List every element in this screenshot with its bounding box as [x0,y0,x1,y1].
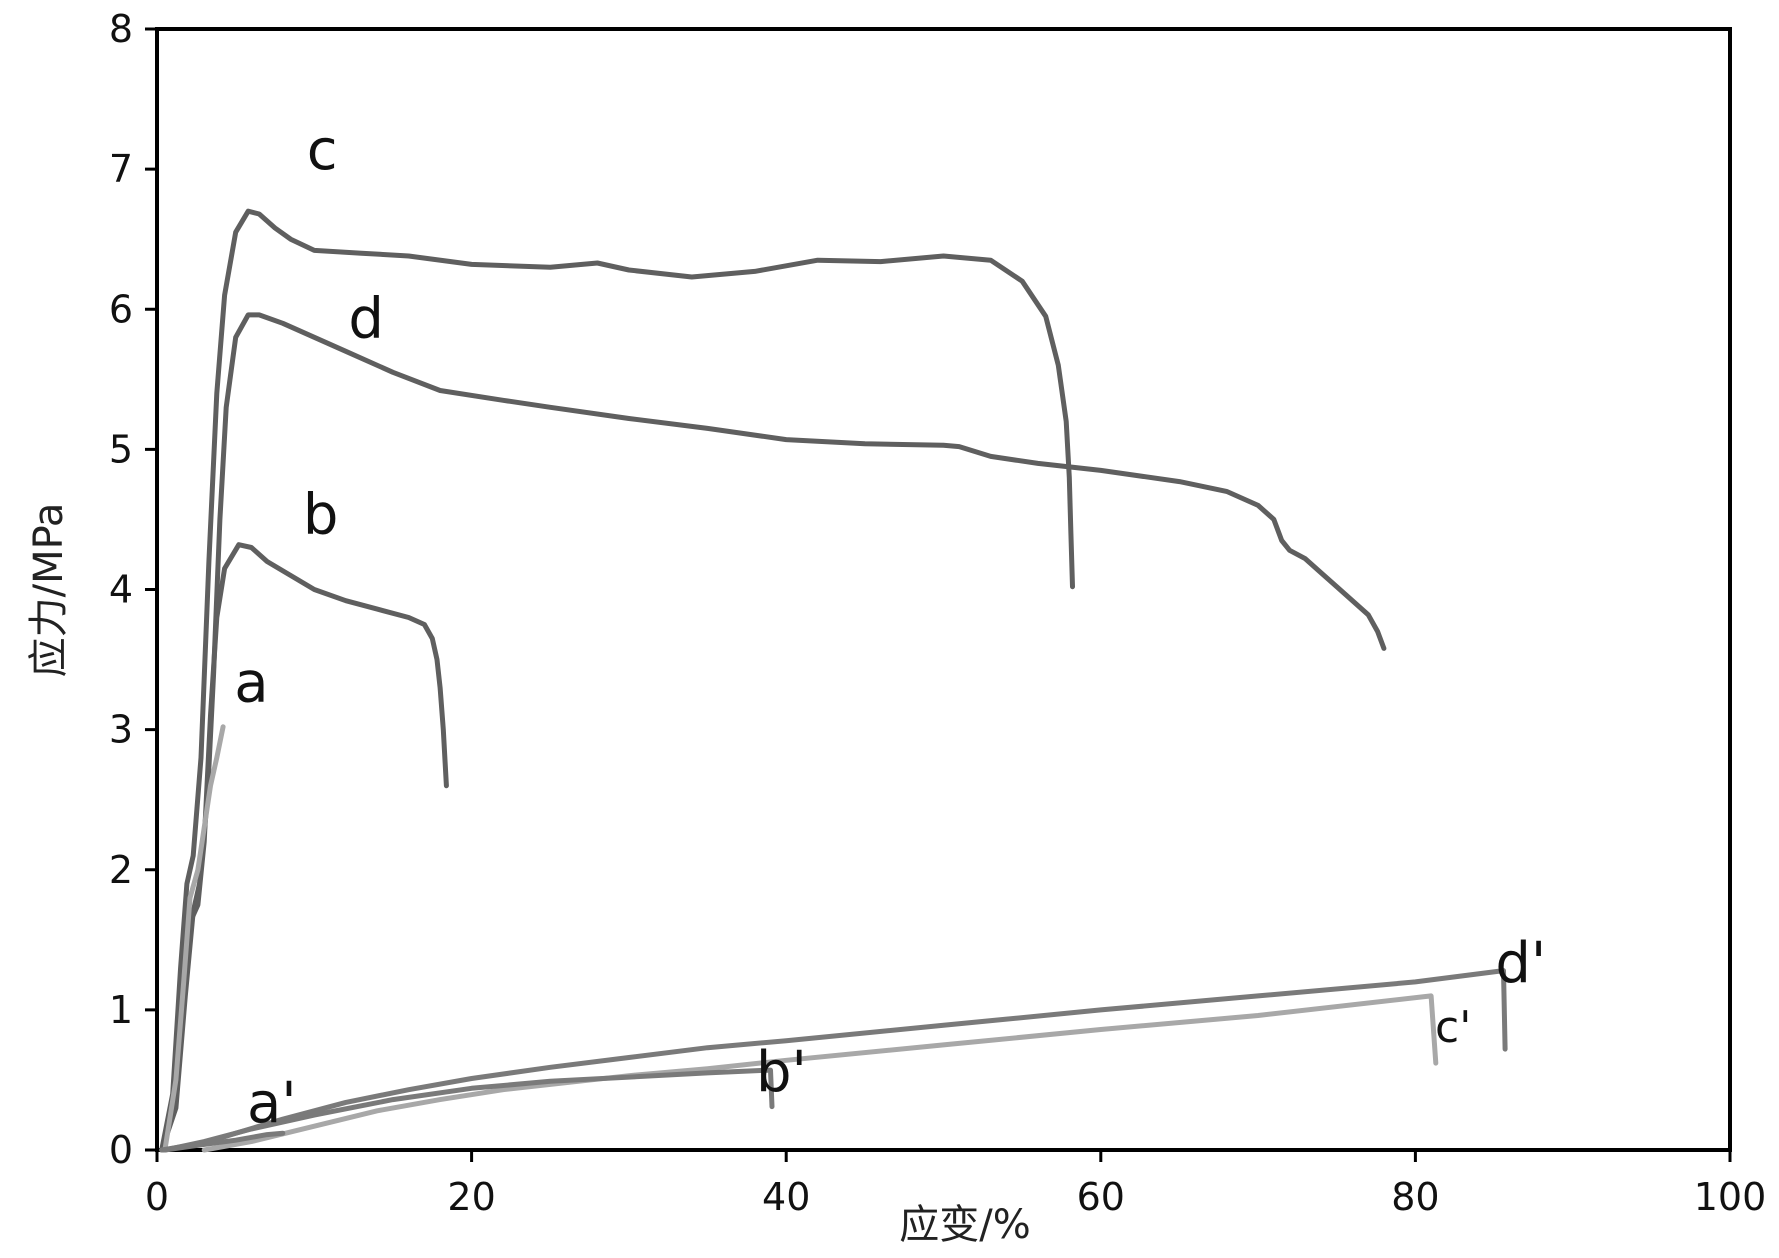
curve-label-b-prime: b' [756,1040,807,1105]
series-line-a-prime [162,1130,286,1153]
x-ticks: 0 20 40 60 80 100 [145,1150,1766,1219]
series-line-c [159,208,1075,1153]
series-group [159,208,1508,1153]
curve-label-d: d [348,286,384,351]
series-line-d [159,312,1387,1153]
series-line-b-prime [162,1067,775,1153]
y-tick-label: 1 [109,988,133,1032]
y-ticks: 0 1 2 3 4 5 6 7 8 [109,7,157,1172]
y-tick-label: 3 [109,708,133,752]
curve-label-d-prime: d' [1495,931,1546,996]
y-tick-label: 5 [109,427,133,471]
series-line-a [162,724,226,1153]
x-tick-label: 80 [1391,1175,1439,1219]
plot-frame [155,27,1732,1152]
series-line-b [160,542,449,1153]
curve-label-a-prime: a' [247,1071,297,1136]
y-tick-label: 8 [109,7,133,51]
curve-label-b: b [303,482,339,547]
y-tick-label: 6 [109,287,133,331]
x-tick-label: 100 [1694,1175,1767,1219]
series-labels: c d b a d' c' b' a' [234,118,1546,1136]
y-tick-label: 2 [109,848,133,892]
y-axis-title: 应力/MPa [26,503,72,678]
y-tick-label: 7 [109,147,133,191]
y-tick-label: 4 [109,568,133,612]
x-tick-label: 0 [145,1175,169,1219]
curve-label-a: a [234,651,268,716]
x-axis-title: 应变/% [899,1202,1030,1248]
x-tick-label: 40 [762,1175,810,1219]
y-tick-label: 0 [109,1128,133,1172]
x-tick-label: 20 [447,1175,495,1219]
curve-label-c: c [307,118,338,183]
x-tick-label: 60 [1077,1175,1125,1219]
curve-label-c-prime: c' [1435,1002,1471,1053]
